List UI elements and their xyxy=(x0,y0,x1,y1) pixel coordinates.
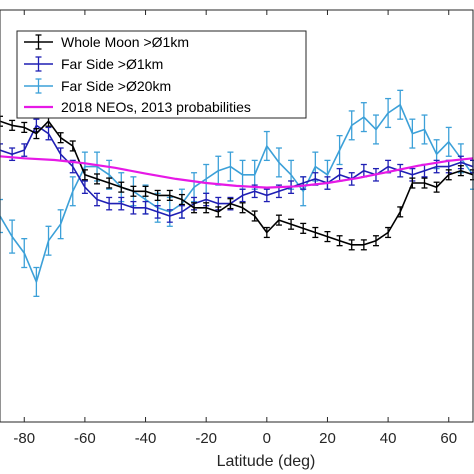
series-line xyxy=(0,155,474,189)
x-axis-label: Latitude (deg) xyxy=(217,453,316,470)
legend-entry: Far Side >Ø1km xyxy=(24,56,163,72)
legend-label: Whole Moon >Ø1km xyxy=(61,34,189,50)
series-line xyxy=(0,104,474,283)
tick-layer: -80 -60 -40 -20 0 20 40 60 xyxy=(13,10,457,447)
series-0 xyxy=(0,115,474,251)
legend: Whole Moon >Ø1km Far Side >Ø1km Far Side >… xyxy=(16,30,307,119)
legend-label: Far Side >Ø20km xyxy=(61,78,171,94)
plot-frame xyxy=(0,9,474,423)
x-tick-label: -40 xyxy=(135,430,157,447)
x-tick-label: 40 xyxy=(380,430,397,447)
series-line xyxy=(0,124,474,217)
x-tick-label: -80 xyxy=(13,430,35,447)
x-tick-label: 0 xyxy=(263,430,271,447)
legend-label: Far Side >Ø1km xyxy=(61,56,163,72)
legend-box xyxy=(16,30,307,119)
legend-entry: Far Side >Ø20km xyxy=(24,78,171,94)
x-tick-label: 20 xyxy=(319,430,336,447)
legend-entry: Whole Moon >Ø1km xyxy=(24,34,189,50)
x-tick-label: 60 xyxy=(440,430,457,447)
legend-entry: 2018 NEOs, 2013 probabilities xyxy=(24,99,251,115)
legend-label: 2018 NEOs, 2013 probabilities xyxy=(61,99,251,115)
series-3 xyxy=(0,155,474,189)
x-tick-label: -60 xyxy=(74,430,96,447)
series-line xyxy=(0,120,474,246)
x-tick-label: -20 xyxy=(195,430,217,447)
